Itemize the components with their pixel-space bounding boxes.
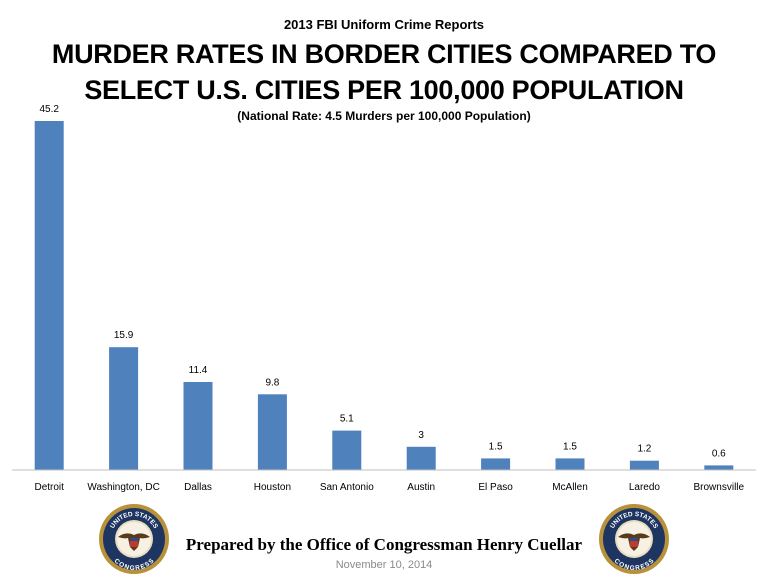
bar-6: [481, 458, 511, 470]
bar-4: [332, 430, 362, 470]
bar-3: [257, 394, 287, 470]
supertitle: 2013 FBI Uniform Crime Reports: [283, 17, 485, 32]
data-label-4: 5.1: [340, 414, 354, 425]
data-label-3: 9.8: [265, 377, 279, 388]
x-tick-label-7: McAllen: [552, 482, 588, 493]
bar-0: [34, 121, 64, 470]
chart-title-line-2: SELECT U.S. CITIES PER 100,000 POPULATIO…: [84, 75, 684, 105]
chart-subtitle: (National Rate: 4.5 Murders per 100,000 …: [237, 109, 531, 123]
bar-9: [704, 465, 734, 470]
x-tick-labels: Detroit Washington, DC Dallas Houston San An…: [34, 482, 744, 493]
x-tick-label-2: Dallas: [184, 482, 212, 493]
x-tick-label-1: Washington, DC: [87, 482, 159, 493]
prepared-by-text: Prepared by the Office of Congressman He…: [185, 535, 583, 554]
data-label-0: 45.2: [39, 104, 59, 115]
date-text: November 10, 2014: [335, 559, 433, 571]
congress-seal-icon: UNITED STATES CONGRESS: [599, 504, 669, 574]
x-tick-label-9: Brownsville: [694, 482, 745, 493]
data-label-7: 1.5: [563, 441, 577, 452]
data-label-5: 3: [418, 430, 424, 441]
data-label-1: 15.9: [114, 330, 134, 341]
bar-7: [555, 458, 585, 470]
data-labels: 45.2 15.9 11.4 9.8 5.1 3 1.5 1.5 1.2 0.6: [39, 104, 726, 459]
x-tick-label-8: Laredo: [629, 482, 661, 493]
data-label-9: 0.6: [712, 448, 726, 459]
data-label-8: 1.2: [637, 444, 651, 455]
x-tick-label-5: Austin: [407, 482, 435, 493]
chart-title-line-1: MURDER RATES IN BORDER CITIES COMPARED T…: [51, 39, 717, 69]
x-tick-label-3: Houston: [254, 482, 291, 493]
chart-title: MURDER RATES IN BORDER CITIES COMPARED T…: [0, 36, 768, 108]
bar-1: [109, 347, 139, 470]
congress-seal-icon: UNITED STATES CONGRESS: [99, 504, 169, 574]
bars: [34, 121, 734, 470]
bar-8: [629, 460, 659, 470]
data-label-6: 1.5: [489, 441, 503, 452]
bar-2: [183, 382, 213, 470]
bar-5: [406, 446, 436, 470]
x-tick-label-4: San Antonio: [320, 482, 374, 493]
x-tick-label-0: Detroit: [34, 482, 64, 493]
data-label-2: 11.4: [189, 365, 208, 376]
x-tick-label-6: El Paso: [478, 482, 513, 493]
